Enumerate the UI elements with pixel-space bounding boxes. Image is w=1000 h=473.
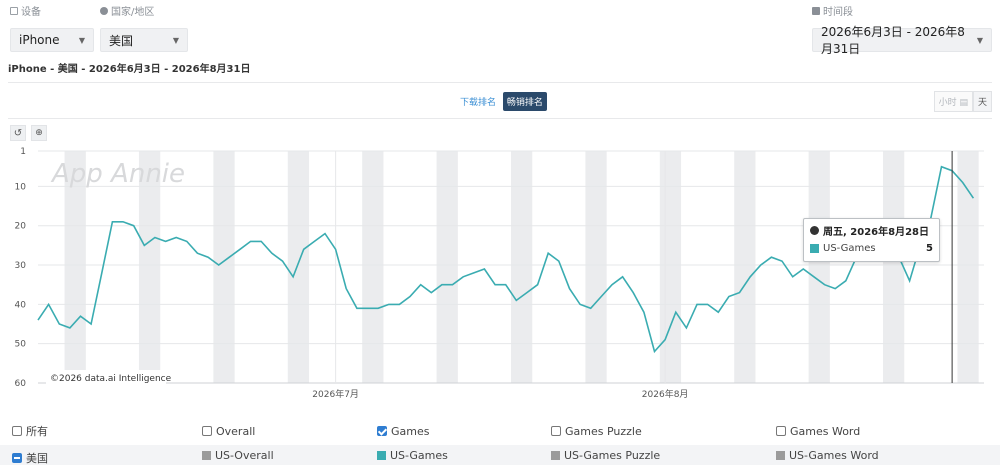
x-axis: 2026年7月 2026年8月 <box>312 151 688 400</box>
legend-check-games-puzzle[interactable]: Games Puzzle <box>551 421 642 441</box>
y-tick-label: 30 <box>15 261 27 271</box>
y-tick-label: 40 <box>15 300 27 310</box>
zoom-icon: ⊕ <box>35 128 43 138</box>
weekend-band <box>436 151 458 383</box>
period-select[interactable]: 2026年6月3日 - 2026年8月31日 ▼ <box>812 25 992 56</box>
weekend-band <box>213 151 235 383</box>
tab-download-rank[interactable]: 下载排名 <box>460 98 497 108</box>
y-tick-label: 50 <box>15 340 27 350</box>
unit-hour-button[interactable]: 小时 ▤ <box>933 91 973 112</box>
legend-check-games-word[interactable]: Games Word <box>776 421 860 441</box>
unit-toggle: 小时 ▤ 天 <box>933 91 992 112</box>
weekend-band <box>808 151 830 383</box>
reset-zoom-button[interactable]: ↺ <box>10 125 26 141</box>
weekend-band <box>659 151 682 383</box>
watermark-text: App Annie <box>50 159 185 189</box>
weekend-band <box>287 151 310 383</box>
legend-item-us-games-puzzle[interactable]: US-Games Puzzle <box>551 445 660 465</box>
legend-swatch <box>202 450 211 460</box>
chevron-down-icon: ▼ <box>172 35 179 45</box>
checkbox[interactable] <box>776 426 786 436</box>
chevron-down-icon: ▼ <box>78 35 85 45</box>
legend-item-us-overall[interactable]: US-Overall <box>202 445 274 465</box>
copyright-bg <box>46 370 166 384</box>
y-tick-label: 10 <box>15 182 27 192</box>
y-tick-label: 60 <box>15 379 27 389</box>
chevron-down-icon: ▼ <box>976 35 983 45</box>
country-label: 国家/地区 <box>100 3 154 18</box>
tab-grossing-rank[interactable]: 畅销排名 <box>502 92 547 111</box>
globe-icon <box>100 6 108 15</box>
chart-tooltip: 周五, 2026年8月28日 US-Games 5 <box>803 218 940 262</box>
weekend-band <box>734 151 756 383</box>
legend-check-overall[interactable]: Overall <box>202 421 255 441</box>
weekend-band <box>585 151 607 383</box>
legend-item-us-games[interactable]: US-Games <box>377 445 448 465</box>
divider <box>8 118 992 119</box>
divider <box>8 82 992 83</box>
zoom-button[interactable]: ⊕ <box>31 125 47 141</box>
x-tick-label: 2026年8月 <box>642 388 689 400</box>
weekend-band <box>883 151 905 383</box>
globe-icon <box>810 226 819 235</box>
checkbox-partial[interactable] <box>12 453 22 463</box>
x-tick-label: 2026年7月 <box>312 388 359 400</box>
copyright-text: ©2026 data.ai Intelligence <box>50 374 172 384</box>
rank-toggle: 下载排名 畅销排名 <box>456 92 547 111</box>
legend-swatch <box>377 450 386 460</box>
series-line-us-games <box>37 165 975 354</box>
checkbox-checked[interactable] <box>377 426 387 436</box>
undo-icon: ↺ <box>13 127 23 139</box>
rank-chart[interactable]: 1 10 20 30 40 50 60 2026年7月 2026年8月 App Annie ©… <box>0 145 1000 407</box>
legend-check-games[interactable]: Games <box>377 421 429 441</box>
device-select[interactable]: iPhone ▼ <box>10 28 94 52</box>
legend-country-row: 美国 US-Overall US-Games US-Games Puzzle U… <box>0 445 1000 465</box>
unit-day-button[interactable]: 天 <box>972 91 992 112</box>
legend-swatch <box>551 450 560 460</box>
checkbox[interactable] <box>551 426 561 436</box>
tooltip-series-swatch <box>810 244 819 253</box>
device-icon <box>10 6 18 15</box>
legend-header-row: 所有 Overall Games Games Puzzle Games Word <box>0 421 1000 441</box>
period-label: 时间段 <box>812 3 853 18</box>
y-tick-label: 1 <box>20 147 26 157</box>
weekend-band <box>362 151 384 383</box>
y-axis: 1 10 20 30 40 50 60 <box>15 147 27 389</box>
weekend-band <box>511 151 533 383</box>
legend-swatch <box>776 450 785 460</box>
legend-country[interactable]: 美国 <box>12 448 48 468</box>
weekend-band <box>64 151 86 383</box>
checkbox[interactable] <box>12 426 22 436</box>
legend-check-all[interactable]: 所有 <box>12 421 48 441</box>
device-label: 设备 <box>10 3 41 18</box>
page-subtitle: iPhone - 美国 - 2026年6月3日 - 2026年8月31日 <box>8 64 251 75</box>
weekend-bands <box>64 151 979 383</box>
weekend-band <box>957 151 979 383</box>
weekend-band <box>138 151 161 383</box>
legend-item-us-games-word[interactable]: US-Games Word <box>776 445 879 465</box>
y-tick-label: 20 <box>15 222 27 232</box>
checkbox[interactable] <box>202 426 212 436</box>
calendar-icon <box>812 6 820 15</box>
country-select[interactable]: 美国 ▼ <box>100 28 188 52</box>
